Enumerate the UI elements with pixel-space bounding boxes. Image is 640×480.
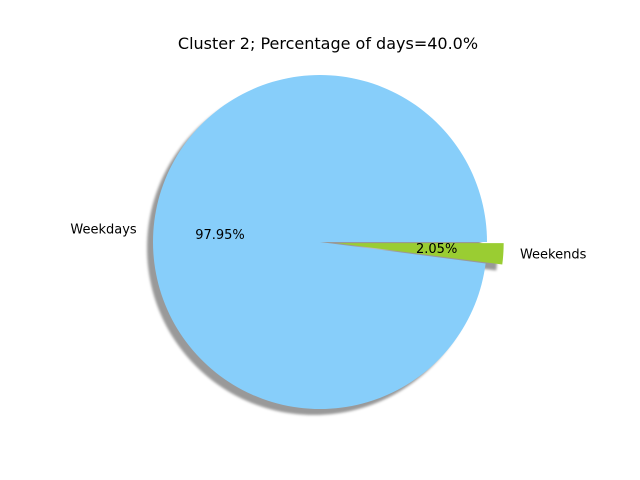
slice-percent-weekends: 2.05% [416,242,457,257]
chart-title: Cluster 2; Percentage of days=40.0% [178,34,478,53]
slice-label-weekdays: Weekdays [70,223,137,238]
pie-slices [152,75,504,410]
slice-label-weekends: Weekends [520,247,587,262]
pie-labels: Weekdays 97.95% Weekends 2.05% [70,223,586,263]
pie-slice-weekends [336,243,504,265]
pie-slice-weekdays [152,75,487,410]
slice-percent-weekdays: 97.95% [195,228,245,243]
